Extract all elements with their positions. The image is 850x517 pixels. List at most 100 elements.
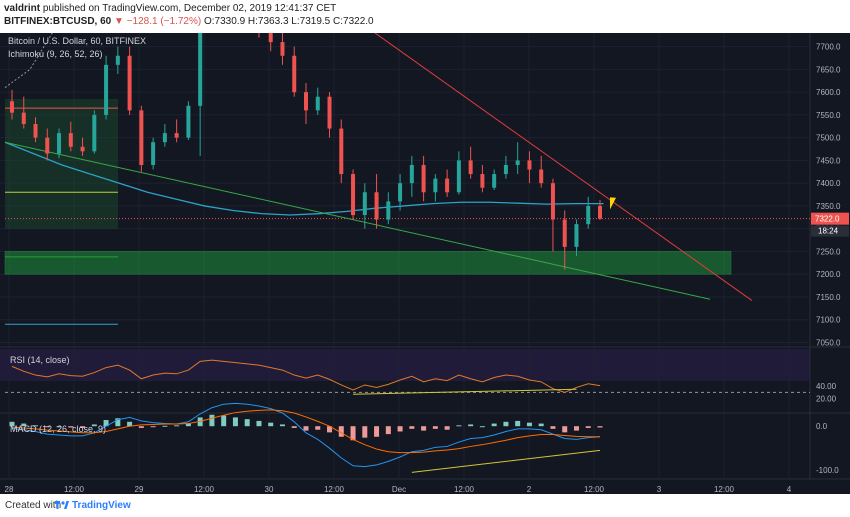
rsi-tick-label: 20.00 — [816, 395, 837, 404]
x-tick-label: 12:00 — [454, 485, 475, 494]
signal-line — [11, 409, 600, 454]
macd-histogram-bar — [562, 426, 568, 433]
macd-histogram-bar — [232, 417, 238, 427]
candle-body — [104, 64, 109, 115]
publish-line: valdrint published on TradingView.com, D… — [4, 3, 336, 14]
close-value: 7322.0 — [343, 16, 374, 27]
y-tick-label: 7200.0 — [816, 270, 841, 279]
y-tick-label: 7250.0 — [816, 247, 841, 256]
low-value: 7319.5 — [299, 16, 331, 27]
low-label: L: — [291, 16, 300, 27]
x-tick-label: 28 — [5, 485, 14, 494]
x-tick-label: 4 — [787, 485, 792, 494]
macd-histogram-bar — [44, 426, 50, 428]
macd-histogram-bar — [409, 426, 415, 429]
candle-body — [445, 178, 450, 193]
candle-body — [433, 178, 438, 193]
macd-histogram-bar — [56, 426, 62, 428]
candle-body — [362, 192, 367, 216]
high-value: 7363.3 — [257, 16, 289, 27]
tradingview-brand[interactable]: TradingView — [72, 500, 131, 511]
macd-histogram-bar — [479, 426, 485, 428]
kijun-line — [4, 141, 604, 216]
support-zone — [4, 251, 732, 275]
y-tick-label: 7600.0 — [816, 88, 841, 97]
candle-body — [80, 146, 85, 152]
macd-histogram-bar — [573, 426, 579, 431]
ascending-trendline — [4, 141, 711, 300]
y-tick-label: 7450.0 — [816, 156, 841, 165]
candle-body — [280, 42, 285, 56]
macd-histogram-bar — [268, 422, 274, 427]
macd-histogram-bar — [503, 421, 509, 427]
macd-histogram-bar — [585, 426, 591, 428]
chart-canvas[interactable]: 7700.0 7650.0 7600.0 7550.0 7500.0 7450.0 7400… — [0, 10, 850, 494]
price-marker-icon — [610, 197, 616, 210]
macd-histogram-bar — [21, 423, 27, 427]
x-tick-label: 12:00 — [714, 485, 735, 494]
macd-histogram-bar — [185, 423, 191, 427]
footer: Created with TradingView — [0, 494, 850, 517]
macd-histogram-bar — [421, 426, 427, 431]
candle-body — [127, 55, 132, 111]
rsi-tick-label: 40.00 — [816, 382, 837, 391]
macd-histogram-bar — [209, 414, 215, 427]
author-name[interactable]: valdrint — [4, 3, 41, 14]
candle-body — [139, 110, 144, 165]
macd-histogram-bar — [385, 426, 391, 435]
candle-body — [339, 128, 344, 175]
macd-divergence-line — [411, 449, 601, 473]
macd-histogram-bar — [291, 426, 297, 428]
candle-body — [527, 160, 532, 170]
candle-body — [33, 124, 38, 138]
candle-body — [57, 133, 62, 154]
macd-tick-label: -100.0 — [816, 466, 839, 475]
price-label-box — [811, 212, 849, 225]
change-arrow-icon: ▼ — [114, 16, 124, 27]
open-value: 7330.9 — [214, 16, 246, 27]
macd-histogram-bar — [91, 424, 97, 427]
macd-histogram-bar — [526, 422, 532, 427]
candle-body — [586, 205, 591, 225]
chart-title: Bitcoin / U.S. Dollar, 60, BITFINEX — [8, 36, 146, 46]
candle-body — [304, 92, 308, 111]
x-tick-label: 12:00 — [194, 485, 215, 494]
macd-histogram-bar — [397, 426, 403, 432]
created-with-text: Created with — [5, 500, 62, 511]
macd-histogram-bar — [550, 426, 556, 429]
macd-histogram-bar — [444, 426, 450, 430]
symbol-label: BITFINEX:BTCUSD, 60 — [4, 16, 112, 27]
high-label: H: — [247, 16, 258, 27]
candle-body — [21, 112, 26, 125]
macd-histogram-bar — [374, 426, 380, 437]
candle-body — [409, 164, 414, 184]
candle-body — [456, 160, 461, 193]
candle-body — [315, 96, 320, 111]
ohlc-readout: BITFINEX:BTCUSD, 60 ▼ −128.1 (−1.72%) O:… — [4, 16, 374, 27]
macd-histogram-bar — [221, 415, 227, 427]
macd-tick-label: 0.0 — [816, 422, 828, 431]
macd-histogram-bar — [33, 425, 39, 427]
macd-histogram-bar — [362, 426, 368, 438]
macd-histogram-bar — [9, 421, 15, 427]
rsi-band — [0, 349, 810, 381]
macd-histogram-bar — [256, 420, 262, 427]
rsi-line — [11, 359, 601, 393]
ichimoku-label: Ichimoku (9, 26, 52, 26) — [8, 49, 103, 59]
y-tick-label: 7700.0 — [816, 43, 841, 52]
x-tick-label: 12:00 — [324, 485, 345, 494]
chart-area[interactable]: 7700.0 7650.0 7600.0 7550.0 7500.0 7450.0 7400… — [0, 10, 850, 494]
countdown-box — [811, 225, 849, 237]
candle-body — [598, 205, 602, 219]
macd-line — [11, 402, 601, 468]
x-tick-label: 3 — [657, 485, 662, 494]
y-tick-label: 7350.0 — [816, 202, 841, 211]
candle-body — [574, 224, 579, 247]
macd-histogram-bar — [456, 425, 462, 427]
macd-histogram-bar — [68, 426, 74, 428]
macd-histogram-bar — [80, 426, 86, 428]
y-tick-label: 7150.0 — [816, 293, 841, 302]
countdown-label: 18:24 — [818, 227, 839, 236]
change-value: −128.1 (−1.72%) — [126, 16, 202, 27]
candle-body — [503, 164, 508, 175]
